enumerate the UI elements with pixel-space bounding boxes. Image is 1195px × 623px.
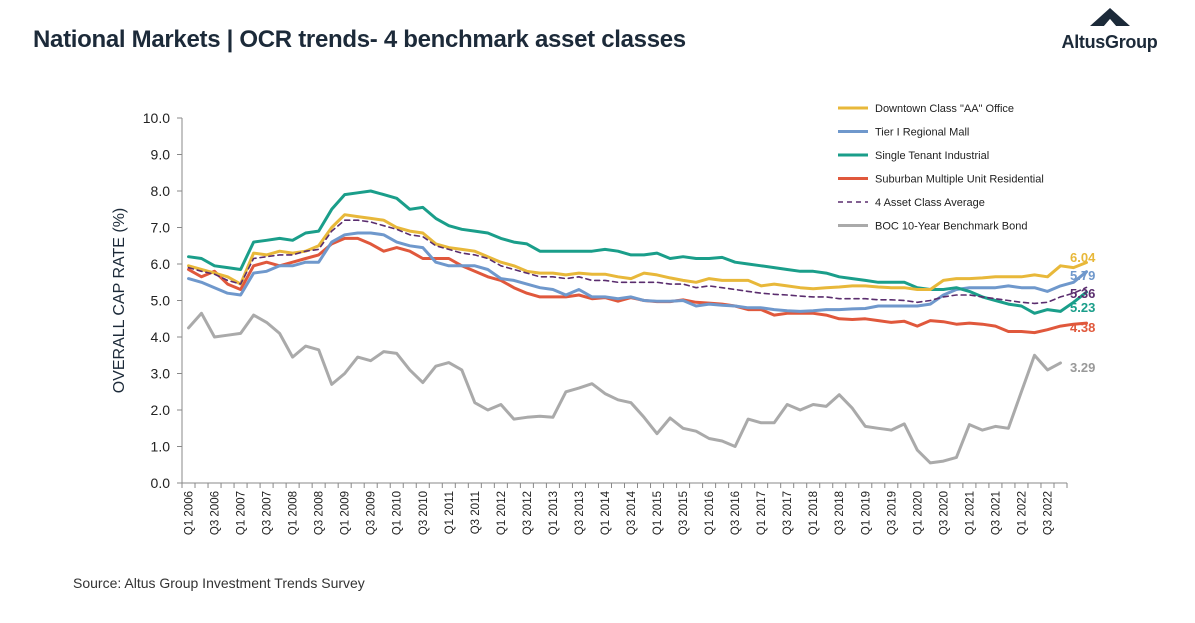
end-label-2: 5.23 (1070, 300, 1095, 315)
end-label-5: 3.29 (1070, 360, 1095, 375)
x-tick-label: Q3 2009 (366, 491, 378, 535)
x-tick-label: Q1 2014 (600, 490, 612, 535)
series-line-2 (187, 189, 1088, 315)
x-tick-label: Q3 2017 (782, 491, 794, 535)
legend-label-3: Suburban Multiple Unit Residential (875, 174, 1044, 186)
x-tick-label: Q1 2022 (1016, 491, 1028, 535)
end-label-3: 4.38 (1070, 320, 1095, 335)
y-tick-label: 8.0 (151, 183, 171, 199)
x-tick-label: Q1 2013 (548, 491, 560, 535)
x-tick-label: Q3 2006 (210, 491, 222, 535)
legend-label-4: 4 Asset Class Average (875, 197, 985, 209)
x-tick-label: Q1 2020 (912, 491, 924, 535)
x-tick-label: Q3 2022 (1042, 491, 1054, 535)
legend-label-2: Single Tenant Industrial (875, 150, 989, 162)
chart-legend: Downtown Class "AA" Office Tier I Regiona… (838, 103, 1044, 233)
x-tick-label: Q1 2015 (652, 491, 664, 535)
end-label-4: 5.36 (1070, 286, 1095, 301)
page-title: National Markets | OCR trends- 4 benchma… (33, 26, 686, 53)
x-tick-label: Q3 2015 (678, 491, 690, 535)
end-labels: 6.04 5.79 5.23 4.38 5.36 3.29 (1070, 250, 1096, 375)
y-tick-label: 6.0 (151, 256, 171, 272)
series-line-4 (187, 219, 1088, 305)
x-tick-label: Q3 2016 (730, 491, 742, 535)
x-tick-label: Q1 2009 (340, 491, 352, 535)
x-tick-label: Q3 2008 (314, 491, 326, 535)
x-tick-label: Q1 2021 (964, 491, 976, 535)
series-line-1 (187, 231, 1088, 313)
y-tick-label: 1.0 (151, 439, 171, 455)
y-tick-label: 2.0 (151, 402, 171, 418)
x-tick-label: Q3 2007 (262, 491, 274, 535)
y-tick-label: 7.0 (151, 220, 171, 236)
chart-axes: 0.0 1.0 2.0 3.0 4.0 5.0 6.0 7.0 8.0 9.0 10.0 OVERAL… (111, 110, 1068, 535)
x-tick-label: Q1 2018 (808, 491, 820, 535)
x-tick-label: Q3 2019 (886, 491, 898, 535)
end-label-0: 6.04 (1070, 250, 1096, 265)
x-tick-label: Q1 2011 (444, 491, 456, 534)
x-tick-label: Q1 2007 (236, 491, 248, 535)
source-note: Source: Altus Group Investment Trends Su… (73, 575, 365, 591)
y-tick-label: 4.0 (151, 329, 171, 345)
chart-series (187, 189, 1088, 465)
logo-text: AltusGroup (1061, 32, 1158, 52)
series-line-0 (187, 213, 1088, 291)
x-tick-label: Q3 2011 (470, 491, 482, 534)
x-tick-label: Q3 2020 (938, 491, 950, 535)
y-tick-label: 9.0 (151, 147, 171, 163)
x-tick-label: Q3 2013 (574, 491, 586, 535)
legend-label-5: BOC 10-Year Benchmark Bond (875, 221, 1027, 233)
x-tick-label: Q1 2006 (184, 491, 196, 535)
series-line-5 (187, 311, 1062, 465)
y-tick-label: 10.0 (143, 110, 170, 126)
x-tick-label: Q1 2016 (704, 491, 716, 535)
legend-label-1: Tier I Regional Mall (875, 127, 969, 139)
legend-label-0: Downtown Class "AA" Office (875, 103, 1014, 115)
y-tick-label: 3.0 (151, 366, 171, 382)
x-tick-label: Q1 2012 (496, 491, 508, 535)
y-tick-label: 0.0 (151, 475, 171, 491)
company-logo: AltusGroup (1052, 8, 1167, 58)
x-tick-label: Q3 2021 (990, 491, 1002, 535)
x-tick-label: Q1 2010 (392, 491, 404, 535)
x-tick-label: Q3 2010 (418, 491, 430, 535)
x-tick-label: Q3 2014 (626, 490, 638, 535)
x-tick-label: Q1 2019 (860, 491, 872, 535)
y-axis-label: OVERALL CAP RATE (%) (111, 208, 128, 394)
end-label-1: 5.79 (1070, 268, 1095, 283)
x-tick-label: Q1 2017 (756, 491, 768, 535)
y-tick-label: 5.0 (151, 293, 171, 309)
x-tick-label: Q3 2012 (522, 491, 534, 535)
logo-mountain-icon (1090, 8, 1130, 26)
x-tick-label: Q3 2018 (834, 491, 846, 535)
x-tick-label: Q1 2008 (288, 491, 300, 535)
